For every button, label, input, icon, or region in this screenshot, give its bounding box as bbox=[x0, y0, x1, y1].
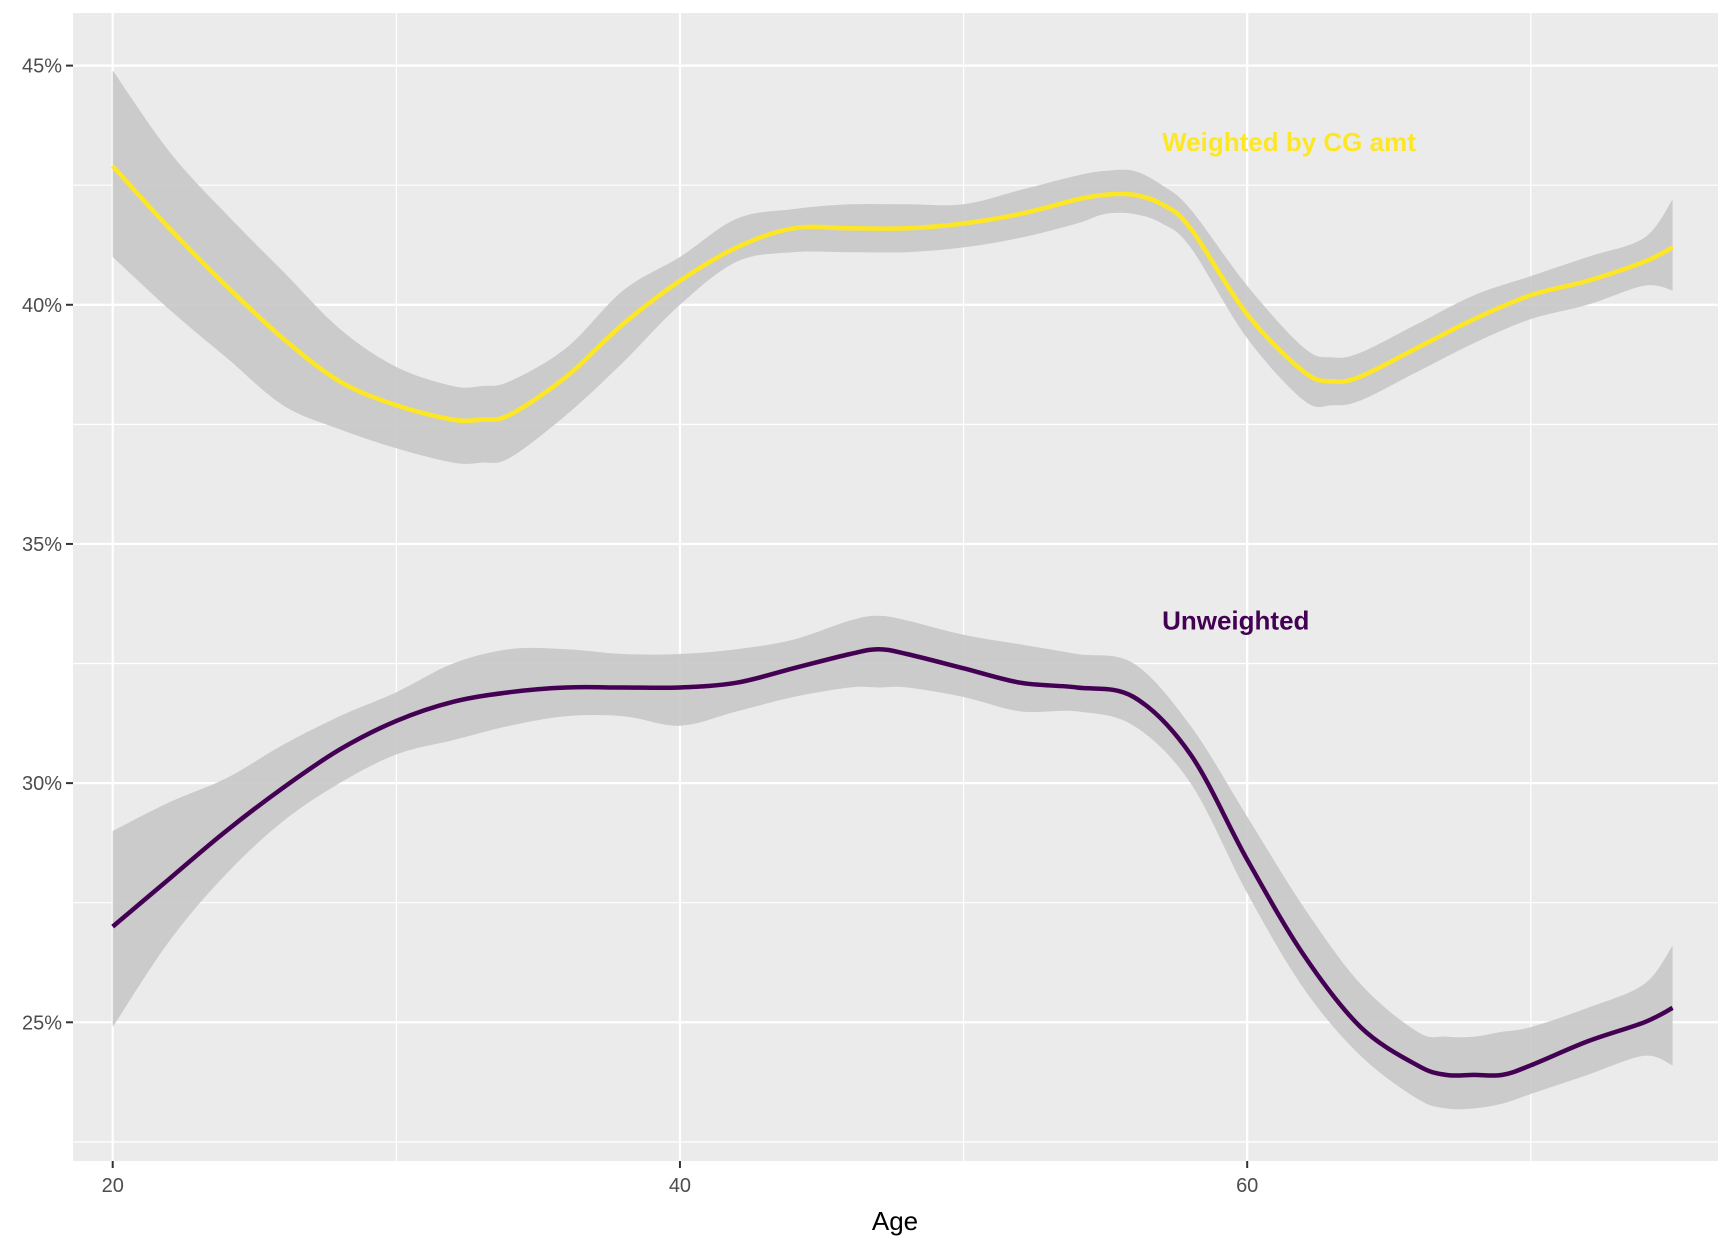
y-tick-label: 45% bbox=[22, 56, 62, 78]
axis-ticks bbox=[66, 64, 1249, 1168]
confidence-ribbon-weighted bbox=[112, 70, 1673, 464]
confidence-ribbon-unweighted bbox=[112, 615, 1673, 1110]
tick-labels: 20 40 60 25% 30% 35% 40% 45% bbox=[22, 56, 1258, 1197]
series-annotations: Weighted by CG amt Unweighted bbox=[1162, 127, 1416, 635]
y-tick-label: 40% bbox=[22, 295, 62, 317]
confidence-ribbons bbox=[112, 70, 1673, 1110]
x-axis-title: Age bbox=[872, 1206, 918, 1236]
x-tick-label: 60 bbox=[1236, 1175, 1258, 1197]
y-tick-label: 30% bbox=[22, 773, 62, 795]
y-tick-label: 35% bbox=[22, 534, 62, 556]
x-tick-label: 40 bbox=[669, 1175, 691, 1197]
series-lines bbox=[111, 164, 1674, 1078]
y-tick-label: 25% bbox=[22, 1012, 62, 1034]
x-tick-label: 20 bbox=[102, 1175, 124, 1197]
series-line-weighted bbox=[111, 164, 1674, 424]
annotation-unweighted: Unweighted bbox=[1162, 605, 1309, 635]
series-line-unweighted bbox=[111, 646, 1674, 1078]
annotation-weighted: Weighted by CG amt bbox=[1162, 127, 1416, 157]
